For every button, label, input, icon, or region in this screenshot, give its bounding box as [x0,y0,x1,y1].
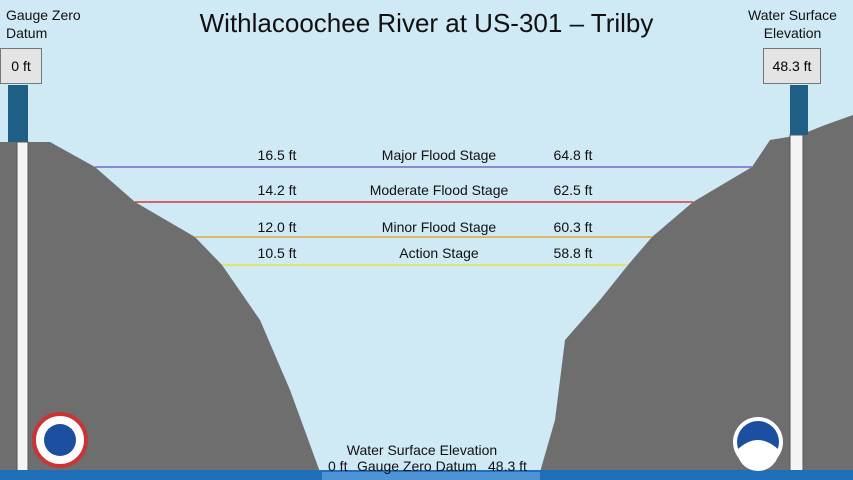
left-gauge-post [16,141,29,473]
left-bank [0,142,320,472]
stage-name: Minor Flood Stage [381,219,497,235]
left-gauge-label: Gauge Zero Datum [6,7,81,41]
nws-logo [32,412,88,468]
left-gauge-top [8,85,28,142]
bottom-datum: Gauge Zero Datum [357,458,477,474]
stage-elevation: 58.8 ft [553,245,593,261]
stage-depth: 14.2 ft [257,182,297,198]
stage-depth: 12.0 ft [257,219,297,235]
stage-elevation: 62.5 ft [553,182,593,198]
stage-depth: 16.5 ft [257,147,297,163]
water-bottom [322,472,540,480]
stage-name: Major Flood Stage [381,147,497,163]
bottom-zero: 0 ft [328,458,348,474]
title: Withlacoochee River at US-301 – Trilby [199,8,654,38]
right-gauge-label: Water Surface Elevation [748,7,837,41]
stage-name: Moderate Flood Stage [369,182,509,198]
stage-name: Action Stage [399,245,479,261]
stage-depth: 10.5 ft [257,245,297,261]
right-gauge-top [790,85,808,135]
bottom-elevation: 48.3 ft [488,458,527,474]
right-gauge-value: 48.3 ft [763,48,821,84]
noaa-logo [733,417,783,471]
bottom-label: Water Surface Elevation [346,442,498,458]
stage-elevation: 60.3 ft [553,219,593,235]
right-bank [540,115,853,472]
stage-elevation: 64.8 ft [553,147,593,163]
left-gauge-value: 0 ft [0,48,42,84]
right-gauge-post [789,134,804,473]
